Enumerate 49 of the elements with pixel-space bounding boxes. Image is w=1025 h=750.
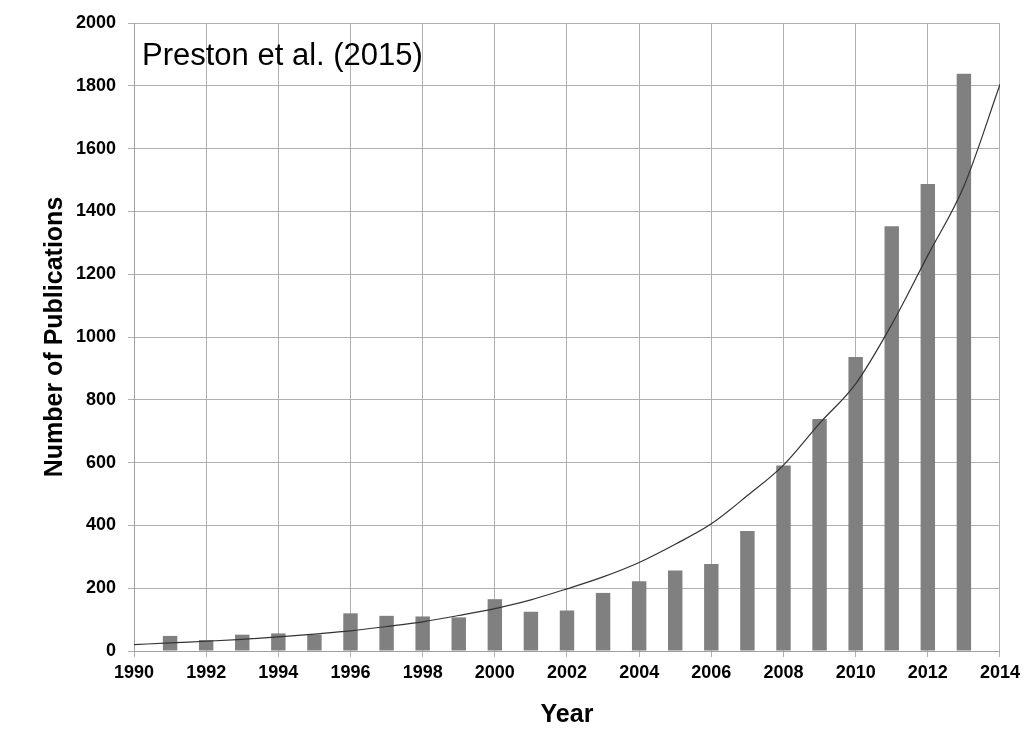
bar	[162, 635, 178, 651]
y-tick-label: 1000	[75, 325, 116, 346]
bar	[704, 564, 719, 651]
bar	[920, 184, 936, 651]
bar	[415, 616, 430, 651]
bar	[379, 615, 394, 651]
y-tick-label: 600	[85, 451, 116, 472]
annotation: Preston et al. (2015)	[142, 37, 423, 72]
bar	[271, 633, 286, 651]
x-tick-label: 2008	[763, 661, 804, 682]
x-tick-label: 1996	[330, 661, 371, 682]
x-tick-label: 2002	[546, 661, 588, 682]
bar	[451, 617, 466, 651]
x-tick-label: 1990	[113, 661, 155, 682]
y-tick-label: 1800	[75, 74, 116, 95]
x-tick-label: 2000	[474, 661, 515, 682]
y-tick-label: 1600	[75, 137, 116, 158]
x-tick-label: 2004	[619, 661, 660, 682]
y-tick-label: 400	[85, 514, 116, 535]
x-tick-label: 1992	[186, 661, 227, 682]
bar	[668, 570, 683, 651]
bar	[595, 592, 611, 651]
bar	[631, 581, 647, 651]
bar	[343, 613, 358, 651]
bar	[956, 73, 972, 651]
bar	[776, 465, 791, 651]
x-tick-label: 2010	[835, 661, 876, 682]
y-tick-label: 2000	[75, 11, 116, 32]
bar	[487, 599, 503, 651]
bar	[848, 357, 863, 651]
y-tick-label: 200	[85, 577, 116, 598]
bar	[559, 610, 575, 651]
y-tick-label: 1400	[75, 200, 116, 221]
x-axis-title: Year	[540, 698, 594, 727]
x-tick-label: 2014	[979, 661, 1020, 682]
y-tick-label: 1200	[75, 263, 116, 284]
bar	[884, 226, 899, 651]
bar	[740, 531, 755, 651]
bar	[307, 634, 322, 651]
x-tick-label: 2006	[691, 661, 732, 682]
bar	[812, 418, 827, 651]
y-tick-label: 800	[85, 388, 116, 409]
x-tick-label: 1994	[258, 661, 299, 682]
bar	[235, 634, 250, 651]
y-axis-title: Number of Publications	[38, 196, 67, 478]
bar	[523, 611, 539, 651]
x-tick-label: 1998	[402, 661, 443, 682]
x-tick-label: 2012	[907, 661, 948, 682]
y-tick-label: 0	[105, 639, 116, 660]
